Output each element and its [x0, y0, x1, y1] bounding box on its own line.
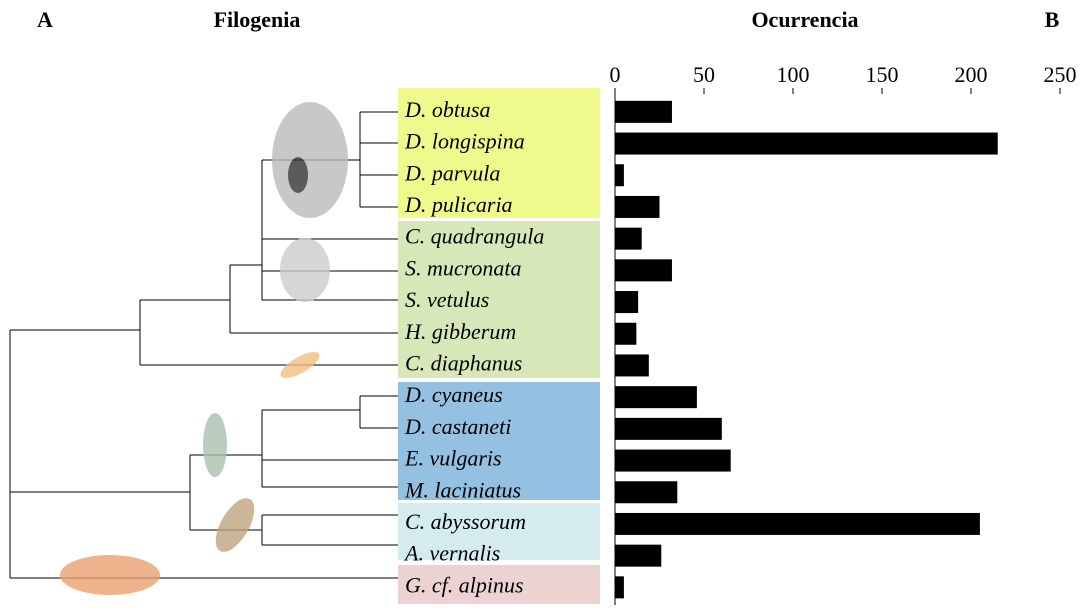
bar [615, 417, 722, 440]
category-label: D. parvula [404, 160, 500, 185]
bar [615, 291, 639, 314]
bar [615, 512, 980, 535]
clade-box [398, 565, 600, 604]
clade-box [398, 221, 600, 378]
bar [615, 576, 624, 599]
x-tick-label: 200 [955, 62, 988, 87]
category-label: D. castaneti [404, 414, 511, 439]
category-label: A. vernalis [403, 541, 500, 566]
category-label: G. cf. alpinus [405, 572, 524, 597]
clade-box [398, 88, 600, 218]
panel-label: B [1045, 7, 1060, 32]
category-label: C. diaphanus [405, 350, 522, 375]
bar [615, 227, 642, 250]
bar [615, 195, 660, 218]
category-label: D. cyaneus [404, 382, 503, 407]
chart-title: Ocurrencia [751, 7, 858, 32]
bar [615, 132, 998, 155]
x-tick-label: 50 [693, 62, 715, 87]
bar [615, 386, 697, 409]
category-label: S. vetulus [405, 287, 489, 312]
category-label: D. obtusa [404, 97, 491, 122]
bar [615, 481, 678, 504]
bar [615, 544, 662, 567]
clade-box [398, 503, 600, 560]
bar [615, 354, 649, 377]
category-label: E. vulgaris [404, 446, 502, 471]
bar [615, 164, 624, 187]
category-label: H. gibberum [404, 319, 516, 344]
x-tick-label: 0 [610, 62, 621, 87]
organism-sketches [60, 102, 348, 595]
category-label: D. longispina [404, 129, 525, 154]
x-tick-label: 150 [866, 62, 899, 87]
category-label: C. quadrangula [405, 224, 544, 249]
panel-label: A [37, 7, 53, 32]
category-label: M. laciniatus [404, 477, 521, 502]
x-tick-label: 250 [1044, 62, 1077, 87]
category-label: C. abyssorum [405, 509, 526, 534]
category-label: S. mucronata [405, 255, 522, 280]
category-label: D. pulicaria [404, 192, 513, 217]
phylogeny-title: Filogenia [214, 7, 301, 32]
bar [615, 449, 731, 472]
bar [615, 259, 672, 282]
x-tick-label: 100 [777, 62, 810, 87]
phylogeny-tree [9, 111, 398, 579]
bar [615, 322, 637, 345]
clade-box [398, 382, 600, 500]
bar [615, 100, 672, 123]
